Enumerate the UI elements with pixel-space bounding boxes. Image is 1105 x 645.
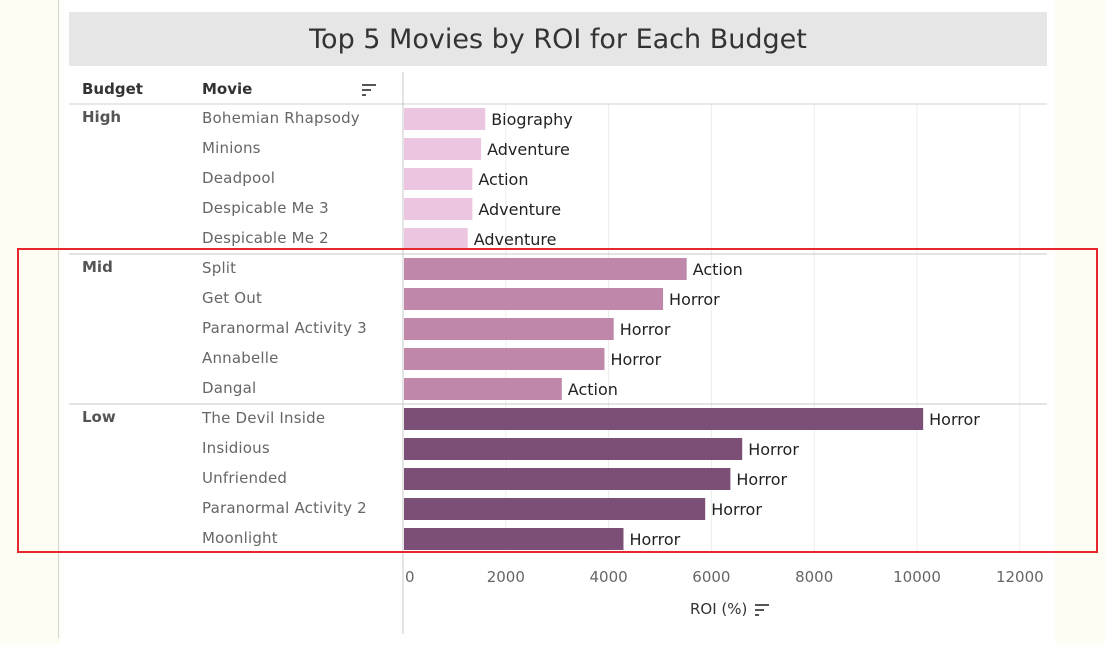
budget-label: High	[82, 108, 122, 126]
bar	[404, 378, 562, 400]
genre-label: Biography	[491, 110, 573, 129]
title-bar: Top 5 Movies by ROI for Each Budget	[69, 12, 1047, 66]
movie-label: Paranormal Activity 2	[202, 499, 367, 517]
x-tick-label: 8000	[795, 568, 833, 586]
movie-label: Unfriended	[202, 469, 288, 487]
bar	[404, 168, 473, 190]
sort-descending-icon[interactable]	[362, 84, 376, 96]
bar	[404, 108, 486, 130]
movie-label: Insidious	[202, 439, 270, 457]
bar	[404, 528, 624, 550]
genre-label: Adventure	[474, 230, 557, 249]
budget-column-header[interactable]: Budget	[82, 80, 143, 98]
bar	[404, 198, 473, 220]
bar	[404, 228, 468, 250]
bar	[404, 408, 924, 430]
movie-label: Dangal	[202, 379, 257, 397]
x-tick-label: 0	[405, 568, 415, 586]
movie-label: Get Out	[202, 289, 263, 307]
genre-label: Adventure	[487, 140, 570, 159]
bar	[404, 468, 731, 490]
x-axis-title-group: ROI (%)	[690, 600, 770, 618]
genre-label: Horror	[736, 470, 787, 489]
movie-label: Bohemian Rhapsody	[202, 109, 360, 127]
movie-label: The Devil Inside	[202, 409, 326, 427]
x-tick-label: 10000	[893, 568, 941, 586]
chart-title: Top 5 Movies by ROI for Each Budget	[309, 23, 807, 55]
x-tick-label: 6000	[692, 568, 730, 586]
budget-label: Low	[82, 408, 116, 426]
genre-label: Action	[693, 260, 743, 279]
genre-label: Action	[568, 380, 618, 399]
genre-label: Horror	[711, 500, 762, 519]
genre-label: Action	[478, 170, 528, 189]
genre-label: Adventure	[478, 200, 561, 219]
movie-label: Deadpool	[202, 169, 276, 187]
movie-column-header[interactable]: Movie	[202, 80, 253, 98]
x-axis-sort-icon[interactable]	[755, 604, 770, 616]
bar	[404, 138, 482, 160]
movie-label: Minions	[202, 139, 261, 157]
genre-label: Horror	[929, 410, 980, 429]
x-tick-label: 2000	[487, 568, 525, 586]
movie-label: Paranormal Activity 3	[202, 319, 367, 337]
movie-label: Moonlight	[202, 529, 278, 547]
genre-label: Horror	[610, 350, 661, 369]
budget-label: Mid	[82, 258, 113, 276]
bar	[404, 348, 605, 370]
bar	[404, 318, 614, 340]
panel-border	[58, 0, 59, 638]
genre-label: Horror	[669, 290, 720, 309]
x-tick-label: 4000	[590, 568, 628, 586]
x-tick-label: 12000	[996, 568, 1044, 586]
genre-label: Horror	[629, 530, 680, 549]
bar	[404, 498, 706, 520]
bar	[404, 438, 743, 460]
movie-label: Annabelle	[202, 349, 279, 367]
movie-label: Split	[202, 259, 237, 277]
x-axis-title: ROI (%)	[690, 600, 748, 618]
movie-label: Despicable Me 2	[202, 229, 329, 247]
bar	[404, 258, 687, 280]
bar	[404, 288, 664, 310]
genre-label: Horror	[748, 440, 799, 459]
movie-label: Despicable Me 3	[202, 199, 329, 217]
genre-label: Horror	[620, 320, 671, 339]
